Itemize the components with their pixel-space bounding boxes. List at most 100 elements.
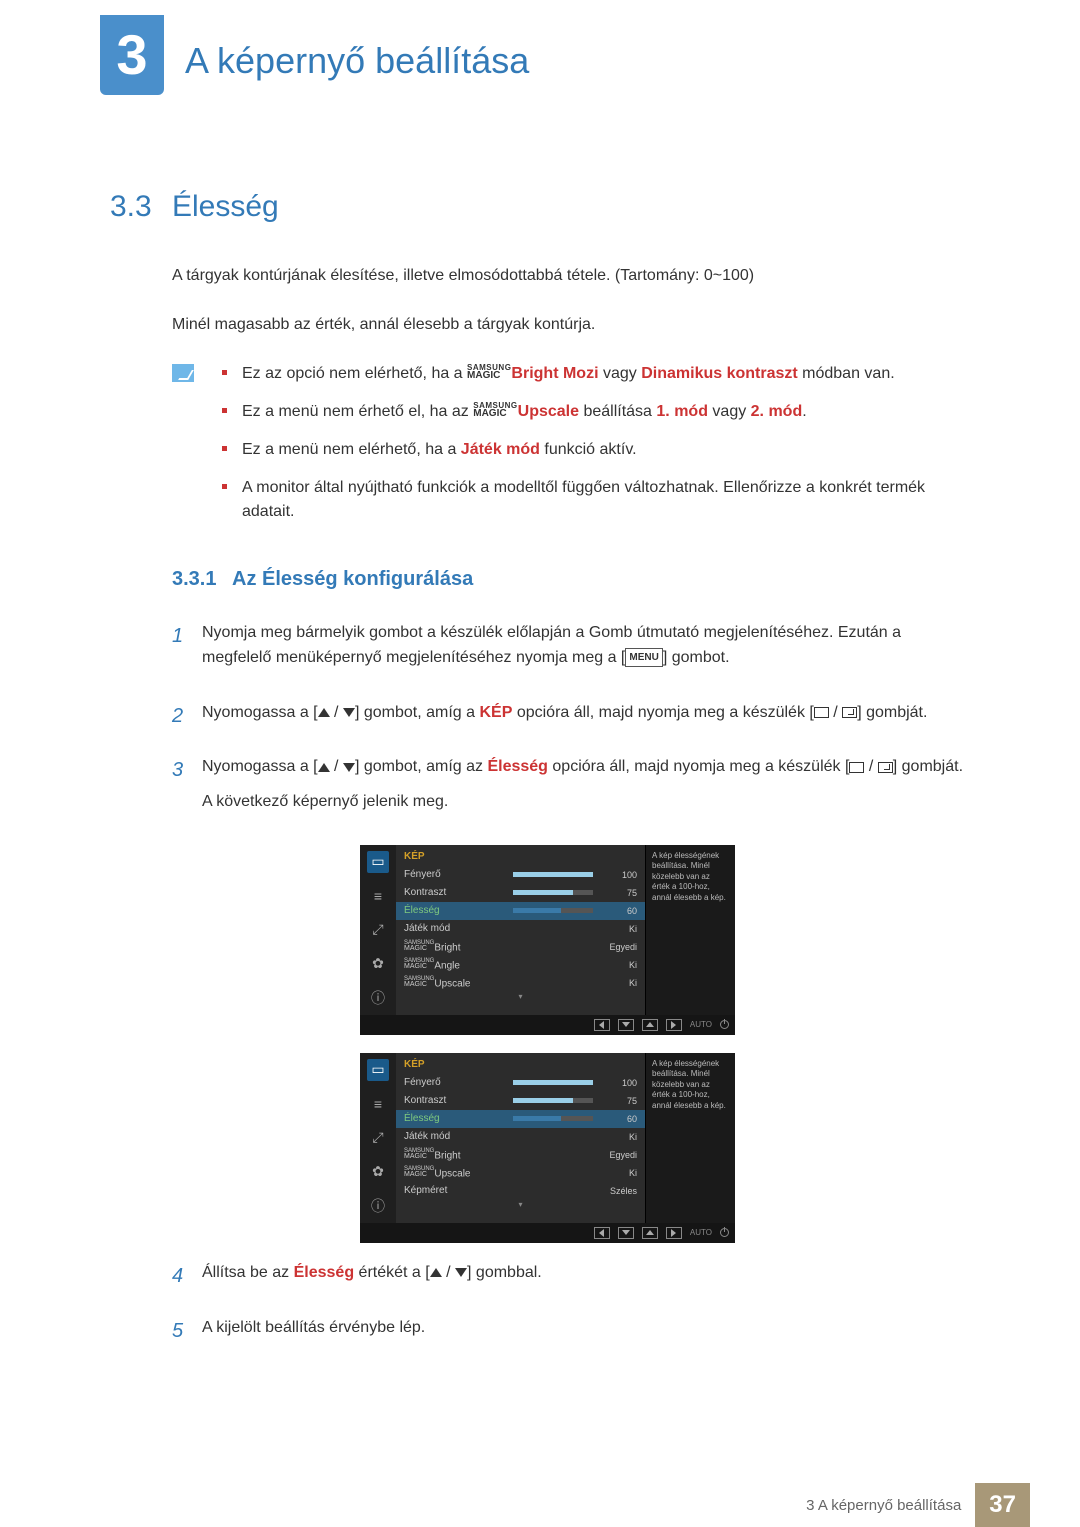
osd-row-value: 60 [601, 906, 637, 916]
note-item: Ez a menü nem elérhető, ha a Játék mód f… [222, 438, 970, 462]
section-title: Élesség [172, 190, 279, 224]
osd-size-icon: ⤢ [367, 1127, 389, 1149]
section-heading: 3.3 Élesség [110, 190, 970, 224]
osd-slider [513, 908, 593, 913]
step-4: 4 Állítsa be az Élesség értékét a [ / ] … [172, 1261, 970, 1296]
step-number: 2 [172, 701, 202, 736]
step-list: 1 Nyomja meg bármelyik gombot a készülék… [172, 621, 970, 825]
samsung-magic-logo: SAMSUNGMAGIC [467, 364, 511, 380]
osd-slider [513, 872, 593, 877]
step-5: 5 A kijelölt beállítás érvénybe lép. [172, 1316, 970, 1351]
osd-row-label: Képméret [404, 1185, 601, 1196]
osd-row-value: 100 [601, 1078, 637, 1088]
note-icon [172, 364, 194, 382]
osd-row: SAMSUNGMAGICBrightEgyedi [396, 1146, 645, 1164]
osd-row: Fényerő 100 [396, 1074, 645, 1092]
osd-row-label: Fényerő [404, 1077, 513, 1088]
osd-row-value: Széles [601, 1186, 637, 1196]
samsung-magic-logo: SAMSUNGMAGIC [473, 402, 517, 418]
osd-color-icon: ≡ [367, 885, 389, 907]
intro-text-2: Minél magasabb az érték, annál élesebb a… [172, 313, 970, 337]
osd-settings-icon: ✿ [367, 953, 389, 975]
osd-row-label: Élesség [404, 905, 513, 916]
osd-row: Játék módKi [396, 1128, 645, 1146]
osd-row-value: 100 [601, 870, 637, 880]
osd-row-label: Kontraszt [404, 887, 513, 898]
osd-slider [513, 1098, 593, 1103]
subsection-number: 3.3.1 [172, 568, 232, 591]
osd-slider [513, 1116, 593, 1121]
osd-row: Kontraszt75 [396, 1092, 645, 1110]
osd-panel: ▭ ≡ ⤢ ✿ ⓘ KÉP Fényerő100Kontraszt75Éless… [360, 845, 735, 1035]
osd-main: KÉP Fényerő100Kontraszt75Élesség60Játék … [396, 845, 645, 1015]
osd-row: Élesség 60 [396, 1110, 645, 1128]
step-number: 5 [172, 1316, 202, 1351]
osd-row-label: SAMSUNGMAGICUpscale [404, 977, 601, 989]
note-block: Ez az opció nem elérhető, ha a SAMSUNGMA… [172, 362, 970, 538]
osd-row-label: Játék mód [404, 1131, 601, 1142]
osd-nav-left-icon [594, 1019, 610, 1031]
page-footer: 3 A képernyő beállítása 37 [0, 1483, 1080, 1527]
down-arrow-icon [455, 1268, 467, 1277]
select-icon [849, 762, 864, 773]
osd-info-icon: ⓘ [367, 1195, 389, 1217]
select-icon [814, 707, 829, 718]
osd-header: KÉP [396, 849, 645, 866]
osd-power-icon [720, 1020, 729, 1029]
osd-row-value: Ki [601, 924, 637, 934]
note-list: Ez az opció nem elérhető, ha a SAMSUNGMA… [222, 362, 970, 538]
osd-row-value: Ki [601, 1132, 637, 1142]
osd-row: SAMSUNGMAGICUpscaleKi [396, 1164, 645, 1182]
step-1: 1 Nyomja meg bármelyik gombot a készülék… [172, 621, 970, 681]
osd-row: Fényerő 100 [396, 866, 645, 884]
osd-screenshot-2: ▭ ≡ ⤢ ✿ ⓘ KÉP Fényerő100Kontraszt75Éless… [360, 1053, 970, 1243]
osd-row-label: Játék mód [404, 923, 601, 934]
osd-auto-label: AUTO [690, 1020, 712, 1029]
footer-chapter: 3 A képernyő beállítása [806, 1497, 961, 1514]
osd-row: Kontraszt 75 [396, 884, 645, 902]
osd-picture-icon: ▭ [367, 851, 389, 873]
osd-slider [513, 890, 593, 895]
subsection-heading: 3.3.1 Az Élesség konfigurálása [172, 568, 970, 591]
subsection-title: Az Élesség konfigurálása [232, 568, 473, 591]
osd-slider [513, 1080, 593, 1085]
osd-sidebar: ▭ ≡ ⤢ ✿ ⓘ [360, 1053, 396, 1223]
osd-more-indicator: ▾ [396, 1200, 645, 1209]
osd-row-label: Fényerő [404, 869, 513, 880]
note-item: Ez az opció nem elérhető, ha a SAMSUNGMA… [222, 362, 970, 386]
down-arrow-icon [343, 763, 355, 772]
osd-row: Játék módKi [396, 920, 645, 938]
osd-row-label: SAMSUNGMAGICBright [404, 1149, 601, 1161]
osd-row-label: Élesség [404, 1113, 513, 1124]
osd-tooltip: A kép élességének beállítása. Minél köze… [645, 845, 735, 1015]
step-3: 3 Nyomogassa a [ / ] gombot, amíg az Éle… [172, 755, 970, 825]
osd-auto-label: AUTO [690, 1228, 712, 1237]
osd-row-value: 60 [601, 1114, 637, 1124]
osd-row-value: 75 [601, 1096, 637, 1106]
note-item: Ez a menü nem érhető el, ha az SAMSUNGMA… [222, 400, 970, 424]
osd-picture-icon: ▭ [367, 1059, 389, 1081]
up-arrow-icon [318, 763, 330, 772]
step-2: 2 Nyomogassa a [ / ] gombot, amíg a KÉP … [172, 701, 970, 736]
chapter-header: 3 A képernyő beállítása [0, 0, 1080, 120]
section-body: 3.3 Élesség A tárgyak kontúrjának élesít… [0, 120, 1080, 1351]
osd-nav-up-icon [642, 1019, 658, 1031]
chapter-title: A képernyő beállítása [185, 40, 529, 82]
osd-nav-right-icon [666, 1227, 682, 1239]
osd-row-value: 75 [601, 888, 637, 898]
step-list-continued: 4 Állítsa be az Élesség értékét a [ / ] … [172, 1261, 970, 1351]
note-item: A monitor által nyújtható funkciók a mod… [222, 476, 970, 524]
osd-row-label: SAMSUNGMAGICAngle [404, 959, 601, 971]
osd-row-value: Ki [601, 978, 637, 988]
osd-color-icon: ≡ [367, 1093, 389, 1115]
intro-text-1: A tárgyak kontúrjának élesítése, illetve… [172, 264, 970, 288]
osd-row-value: Egyedi [601, 942, 637, 952]
down-arrow-icon [343, 708, 355, 717]
osd-row: Élesség 60 [396, 902, 645, 920]
osd-settings-icon: ✿ [367, 1161, 389, 1183]
osd-nav-up-icon [642, 1227, 658, 1239]
enter-icon [878, 762, 893, 773]
osd-header: KÉP [396, 1057, 645, 1074]
up-arrow-icon [318, 708, 330, 717]
osd-nav-right-icon [666, 1019, 682, 1031]
